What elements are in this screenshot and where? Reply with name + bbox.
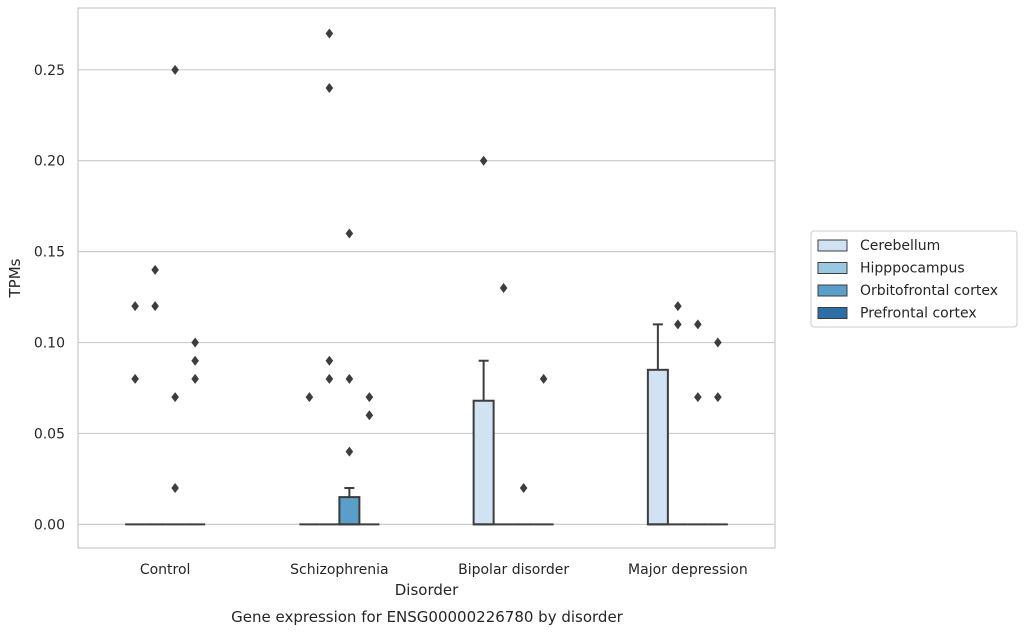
legend: Cerebellum Hipppocampus Orbitofrontal cort… xyxy=(810,230,1018,328)
box-cerebellum xyxy=(472,155,495,526)
y-tick-labels: 0.00 0.05 0.10 0.15 0.20 0.25 xyxy=(34,63,65,534)
box-orbitofrontal-cortex xyxy=(687,319,708,526)
outlier-point xyxy=(714,337,722,348)
box-hipppocampus xyxy=(145,264,166,526)
legend-label: Prefrontal cortex xyxy=(860,306,977,322)
box-body xyxy=(472,399,495,526)
legend-label: Hipppocampus xyxy=(860,261,965,277)
box-orbitofrontal-cortex xyxy=(513,483,534,526)
gridlines xyxy=(78,69,775,525)
outlier-point xyxy=(131,373,139,384)
y-tick-label: 0.10 xyxy=(34,336,65,352)
legend-item: Orbitofrontal cortex xyxy=(817,283,998,299)
x-axis-title: Disorder xyxy=(395,581,459,599)
legend-swatch xyxy=(817,262,848,274)
box-body xyxy=(338,496,361,526)
legend-item: Cerebellum xyxy=(817,238,940,254)
legend-item: Hipppocampus xyxy=(817,261,965,277)
outlier-point xyxy=(325,355,334,366)
outlier-point xyxy=(345,228,354,239)
outlier-point xyxy=(171,483,179,493)
outlier-point xyxy=(345,446,354,457)
outlier-point xyxy=(694,392,702,403)
box-cerebellum xyxy=(646,323,669,526)
legend-swatch xyxy=(817,239,848,252)
plot-area-frame xyxy=(77,7,776,549)
outlier-point xyxy=(191,355,199,366)
box-hipppocampus xyxy=(667,301,688,526)
outlier-point xyxy=(151,264,159,275)
legend-label: Orbitofrontal cortex xyxy=(860,283,998,299)
outlier-point xyxy=(479,155,488,166)
x-tick-label: Bipolar disorder xyxy=(458,562,569,578)
outlier-point xyxy=(325,28,334,39)
x-tick-labels: Control Schizophrenia Bipolar disorder Majo… xyxy=(140,562,748,578)
y-axis-title: TPMs xyxy=(6,258,24,298)
y-tick-label: 0.20 xyxy=(34,154,65,170)
outlier-point xyxy=(674,301,682,312)
outlier-point xyxy=(539,373,548,384)
box-prefrontal-cortex xyxy=(533,373,554,526)
legend-label: Cerebellum xyxy=(860,238,940,254)
outlier-point xyxy=(325,373,334,384)
chart-caption: Gene expression for ENSG00000226780 by d… xyxy=(231,608,624,626)
box-cerebellum xyxy=(125,301,146,526)
outlier-point xyxy=(499,283,508,293)
outlier-point xyxy=(674,319,682,330)
outlier-point xyxy=(191,373,199,384)
box-orbitofrontal-cortex xyxy=(165,64,186,526)
legend-item: Prefrontal cortex xyxy=(817,306,977,322)
box-prefrontal-cortex xyxy=(707,337,728,526)
box-hipppocampus xyxy=(319,28,340,526)
y-tick-label: 0.00 xyxy=(34,517,65,533)
outlier-point xyxy=(694,319,702,330)
outlier-point xyxy=(151,301,159,312)
x-tick-label: Control xyxy=(140,562,191,578)
box-hipppocampus xyxy=(493,283,514,526)
box-plot-marks xyxy=(125,28,728,526)
box-orbitofrontal-cortex xyxy=(338,228,361,526)
y-tick-label: 0.05 xyxy=(34,426,65,442)
legend-swatch xyxy=(817,284,848,297)
outlier-point xyxy=(365,392,374,403)
y-tick-label: 0.15 xyxy=(34,245,65,261)
outlier-point xyxy=(131,301,139,312)
x-tick-label: Major depression xyxy=(628,562,748,578)
legend-frame xyxy=(810,230,1018,328)
outlier-point xyxy=(365,410,374,421)
outlier-point xyxy=(714,392,722,403)
box-prefrontal-cortex xyxy=(185,337,206,526)
box-body xyxy=(646,368,669,526)
outlier-point xyxy=(519,483,528,493)
outlier-point xyxy=(325,83,334,93)
outlier-point xyxy=(305,392,314,403)
outlier-point xyxy=(171,64,179,75)
legend-swatch xyxy=(817,307,848,319)
x-tick-label: Schizophrenia xyxy=(290,562,388,578)
outlier-point xyxy=(171,392,179,403)
outlier-point xyxy=(191,337,199,348)
box-cerebellum xyxy=(299,392,320,526)
box-prefrontal-cortex xyxy=(359,392,380,526)
y-tick-label: 0.25 xyxy=(34,63,65,79)
outlier-point xyxy=(345,373,354,384)
